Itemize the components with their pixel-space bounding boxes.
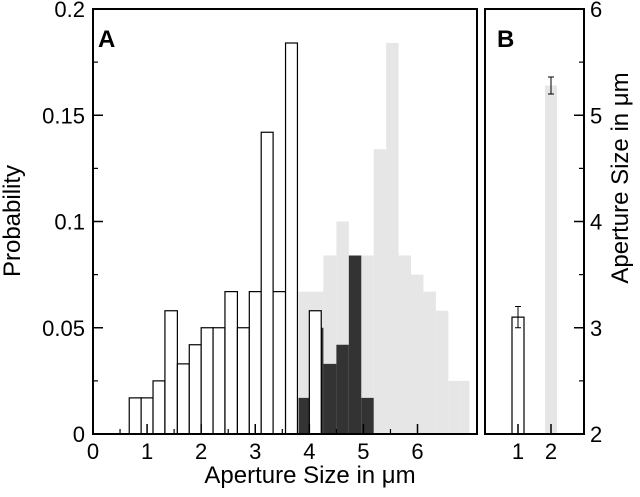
- panel-a-x-ticks: 0 1 2 3 4 5 6: [87, 424, 424, 464]
- panel-b-y-axis-title: Aperture Size in μm: [607, 72, 634, 283]
- panel-a-y-axis-title: Probability: [0, 165, 26, 277]
- panel-b-label: B: [497, 26, 514, 53]
- histogram-bar-light-gray-filled-11: [435, 310, 449, 434]
- x-tick-label: 6: [411, 439, 423, 464]
- x-tick-label: 4: [303, 439, 315, 464]
- histogram-bar-dark-filled-4: [348, 255, 362, 434]
- y-tick-label: 3: [590, 316, 602, 341]
- histogram-bar-open-outline-14: [308, 310, 322, 435]
- y-tick-label: 0.15: [42, 103, 85, 128]
- panel-a: 0 1 2 3 4 5 6 0 0.05 0.1 0.15 0.2 A Aperture Size …: [0, 0, 478, 489]
- mean-bar-1: [511, 316, 525, 435]
- panel-b-y-ticks: 2 3 4 5 6: [574, 0, 602, 447]
- y-tick-label: 5: [590, 103, 602, 128]
- histogram-bar-open-outline-6: [200, 327, 214, 435]
- histogram-bar-dark-filled-0: [298, 397, 311, 434]
- histogram-bar-open-outline-7: [212, 327, 226, 435]
- y-tick-label: 0.1: [54, 210, 85, 235]
- x-tick-label: 1: [141, 439, 153, 464]
- y-tick-label: 6: [590, 0, 602, 22]
- histogram-bar-open-outline-13: [284, 42, 299, 435]
- histogram-bar-dark-filled-3: [336, 344, 349, 434]
- panel-a-x-axis-title: Aperture Size in μm: [204, 462, 415, 489]
- histogram-bar-open-outline-5: [188, 344, 202, 435]
- histogram-bar-light-gray-filled-10: [423, 291, 436, 434]
- histogram-bar-open-outline-8: [224, 291, 239, 435]
- y-tick-label: 0.2: [54, 0, 85, 22]
- x-tick-label: 2: [545, 439, 557, 464]
- histogram-bar-light-gray-filled-5: [361, 255, 374, 434]
- histogram-bar-light-gray-filled-7: [386, 43, 399, 434]
- y-tick-label: 0: [73, 422, 85, 447]
- y-tick-label: 4: [590, 210, 602, 235]
- histogram-bar-dark-filled-5: [361, 397, 374, 434]
- x-tick-label: 2: [195, 439, 207, 464]
- panel-a-label: A: [98, 26, 115, 53]
- panel-b-frame: [484, 8, 585, 435]
- histogram-bar-dark-filled-2: [323, 363, 337, 434]
- histogram-bar-open-outline-11: [260, 131, 274, 435]
- panel-a-y-ticks: 0 0.05 0.1 0.15 0.2: [42, 0, 103, 447]
- x-tick-label: 5: [357, 439, 369, 464]
- histogram-bar-open-outline-2: [152, 380, 166, 435]
- histogram-bar-open-outline-10: [248, 291, 262, 435]
- y-tick-label: 2: [590, 422, 602, 447]
- mean-bar-2: [545, 85, 557, 434]
- histogram-bar-open-outline-4: [176, 363, 190, 435]
- histogram-bar-light-gray-filled-9: [411, 274, 424, 434]
- histogram-bar-open-outline-12: [272, 291, 287, 435]
- y-tick-label: 0.05: [42, 316, 85, 341]
- x-tick-label: 3: [249, 439, 261, 464]
- histogram-bar-light-gray-filled-13: [460, 380, 470, 434]
- panel-a-gray-bars: [298, 43, 470, 434]
- panel-b-bars: [511, 76, 557, 435]
- histogram-bar-open-outline-9: [236, 327, 250, 435]
- panel-a-open-bars: [128, 42, 322, 435]
- histogram-bar-light-gray-filled-8: [398, 255, 412, 434]
- histogram-bar-open-outline-3: [164, 310, 178, 435]
- histogram-bar-open-outline-0: [128, 397, 142, 435]
- x-tick-label: 0: [87, 439, 99, 464]
- histogram-bar-light-gray-filled-12: [448, 380, 461, 434]
- histogram-bar-light-gray-filled-6: [373, 149, 387, 434]
- x-tick-label: 1: [512, 439, 524, 464]
